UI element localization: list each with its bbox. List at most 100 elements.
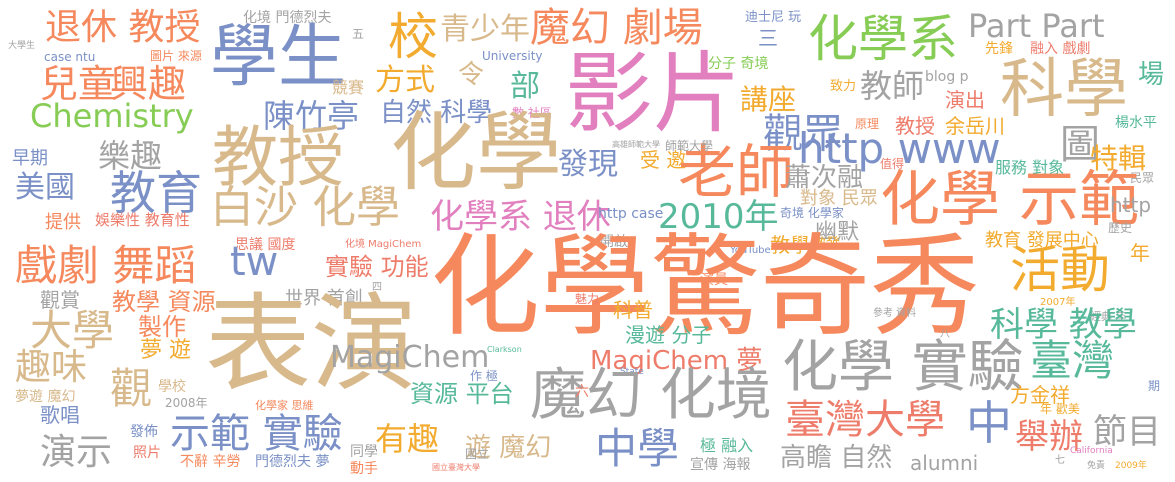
word-cloud-term: Clarkson xyxy=(487,345,522,354)
word-cloud-term: http case xyxy=(598,206,664,222)
word-cloud-term: 臺灣 xyxy=(1030,336,1115,385)
word-cloud-term: Part Part xyxy=(968,7,1105,45)
word-cloud-term: 夢 遊 xyxy=(140,338,191,363)
word-cloud-term: 教學 xyxy=(770,233,810,257)
word-cloud-term: 化學 xyxy=(390,103,562,203)
word-cloud-term: 演員 xyxy=(700,272,728,288)
word-cloud-term: 科普 xyxy=(613,298,653,322)
word-cloud-term: alumni xyxy=(910,451,979,475)
word-cloud-term: 歷史 xyxy=(1108,221,1133,235)
word-cloud-term: 演示 xyxy=(40,432,113,473)
word-cloud-term: 早期 xyxy=(12,148,48,169)
word-cloud-term: 數 社區 xyxy=(512,106,552,120)
word-cloud-term: 化學 實驗 xyxy=(782,335,1024,400)
word-cloud-term: 受 邀 xyxy=(640,148,687,172)
word-cloud-term: 戲劇 舞蹈 xyxy=(15,241,197,290)
word-cloud-term: 退休 教授 xyxy=(45,7,201,48)
word-cloud-term: 陳竹亭 xyxy=(263,97,360,135)
word-cloud-term: State xyxy=(620,367,644,377)
word-cloud-term: 對象 民眾 xyxy=(800,188,878,209)
word-cloud-term: 資源 平台 xyxy=(410,380,514,408)
word-cloud-term: 示範 實驗 xyxy=(170,411,343,457)
word-cloud-term: 表演 xyxy=(205,283,417,406)
word-cloud-term: 同學 xyxy=(350,444,378,460)
word-cloud-term: 教育 xyxy=(110,166,202,220)
word-cloud-term: 不辭 辛勞 xyxy=(180,454,241,470)
word-cloud-term: 楊水平 xyxy=(1115,115,1157,131)
word-cloud-term: 高雄師範大學 xyxy=(612,140,660,149)
word-cloud-term: 化境 MagiChem xyxy=(345,239,422,250)
word-cloud-term: 教授 xyxy=(212,119,344,196)
word-cloud-term: 化學系 xyxy=(808,10,958,68)
word-cloud-term: 四 xyxy=(372,282,382,293)
word-cloud-term: 參考 資料 xyxy=(873,308,917,319)
word-cloud-term: 青少年 xyxy=(440,12,530,47)
word-cloud-term: 融入 戲劇 xyxy=(1030,41,1091,57)
word-cloud-term: 中 xyxy=(966,396,1012,450)
word-cloud-term: 實驗 功能 xyxy=(325,253,429,281)
word-cloud-term: 魅力 xyxy=(575,292,600,306)
word-cloud-term: 中學 xyxy=(595,424,680,473)
word-cloud-term: 化學 示範 xyxy=(880,165,1140,235)
word-cloud-term: 製作 xyxy=(138,313,186,341)
word-cloud-term: YouTube xyxy=(730,245,771,256)
word-cloud-term: 七 xyxy=(1055,455,1065,466)
word-cloud-term: 迪士尼 玩 xyxy=(745,10,802,25)
word-cloud-term: 觀 xyxy=(110,364,153,413)
word-cloud-term: 夢遊 魔幻 xyxy=(15,389,76,405)
word-cloud-term: 娛樂性 教育性 xyxy=(95,211,190,229)
word-cloud-term: 教師 xyxy=(860,67,925,105)
word-cloud-term: 興趣 xyxy=(110,62,187,106)
word-cloud-term: 2010年 xyxy=(658,197,779,237)
word-cloud-term: 經典 年 xyxy=(1090,310,1127,323)
word-cloud-term: 圖片 來源 xyxy=(150,49,202,63)
word-cloud-term: case ntu xyxy=(44,50,96,64)
word-cloud-term: 激發 xyxy=(812,236,840,252)
word-cloud-term: 令 xyxy=(458,60,485,90)
word-cloud-term: 化境 門德烈夫 xyxy=(243,10,332,26)
word-cloud-term: 化學系 退休 xyxy=(430,197,611,237)
word-cloud-term: 美國 xyxy=(15,170,75,205)
word-cloud-term: 演出 xyxy=(945,88,985,112)
word-cloud-term: 遊 魔幻 xyxy=(465,433,552,463)
word-cloud-term: 原理 xyxy=(855,117,880,131)
word-cloud-term: 五 xyxy=(352,27,365,41)
word-cloud-term: 特輯 xyxy=(1090,142,1147,175)
word-cloud-term: 講座 xyxy=(740,83,797,116)
word-cloud-term: 六 xyxy=(575,384,589,400)
word-cloud-term: 年 xyxy=(1130,241,1150,265)
word-cloud-term: 樂趣 xyxy=(98,137,163,175)
word-cloud-term: 門德烈夫 夢 xyxy=(255,454,330,470)
word-cloud-term: 期 xyxy=(1148,379,1161,393)
word-cloud-term: 大學 xyxy=(30,306,115,355)
word-cloud-term: 民眾 xyxy=(1130,171,1155,185)
word-cloud-term: 思議 國度 xyxy=(235,237,296,253)
word-cloud-term: 科學 xyxy=(1000,53,1128,127)
word-cloud-term: 兒童 xyxy=(40,62,117,106)
word-cloud-term: 大學生 xyxy=(8,41,36,51)
word-cloud-term: 場 xyxy=(1138,60,1165,90)
word-cloud-term: 三 xyxy=(758,26,778,50)
word-cloud-term: 圖 xyxy=(1060,122,1100,168)
word-cloud-term: 科學 教學 xyxy=(990,305,1137,345)
word-cloud-term: 2009年 xyxy=(1115,461,1147,471)
word-cloud-term: http www xyxy=(798,124,1001,173)
word-cloud-term: 趣味 xyxy=(15,347,88,388)
word-cloud-term: MagiChem 夢 xyxy=(590,346,763,376)
word-cloud-term: 值得 xyxy=(880,157,905,171)
word-cloud-term: 觀眾 xyxy=(763,111,843,157)
word-cloud-term: 教育 發展中心 xyxy=(985,230,1099,251)
word-cloud-term: 2007年 xyxy=(1040,297,1076,308)
word-cloud-term: 國立臺灣大學 xyxy=(432,463,480,472)
word-cloud-term: 方金祥 xyxy=(1010,383,1070,407)
word-cloud-term: blog p xyxy=(925,69,969,85)
word-cloud-term: 2008年 xyxy=(165,396,208,410)
word-cloud-term: 化學驚奇秀 xyxy=(430,223,980,351)
word-cloud-term: 學生 xyxy=(210,18,347,97)
word-cloud-term: 教學 資源 xyxy=(112,288,216,316)
word-cloud-term: 發佈 xyxy=(130,424,158,440)
word-cloud-term: University xyxy=(482,49,543,63)
word-cloud-term: 教授 xyxy=(895,114,935,138)
word-cloud-term: Chemistry xyxy=(30,97,194,135)
word-cloud-term: 歌唱 xyxy=(40,403,80,427)
